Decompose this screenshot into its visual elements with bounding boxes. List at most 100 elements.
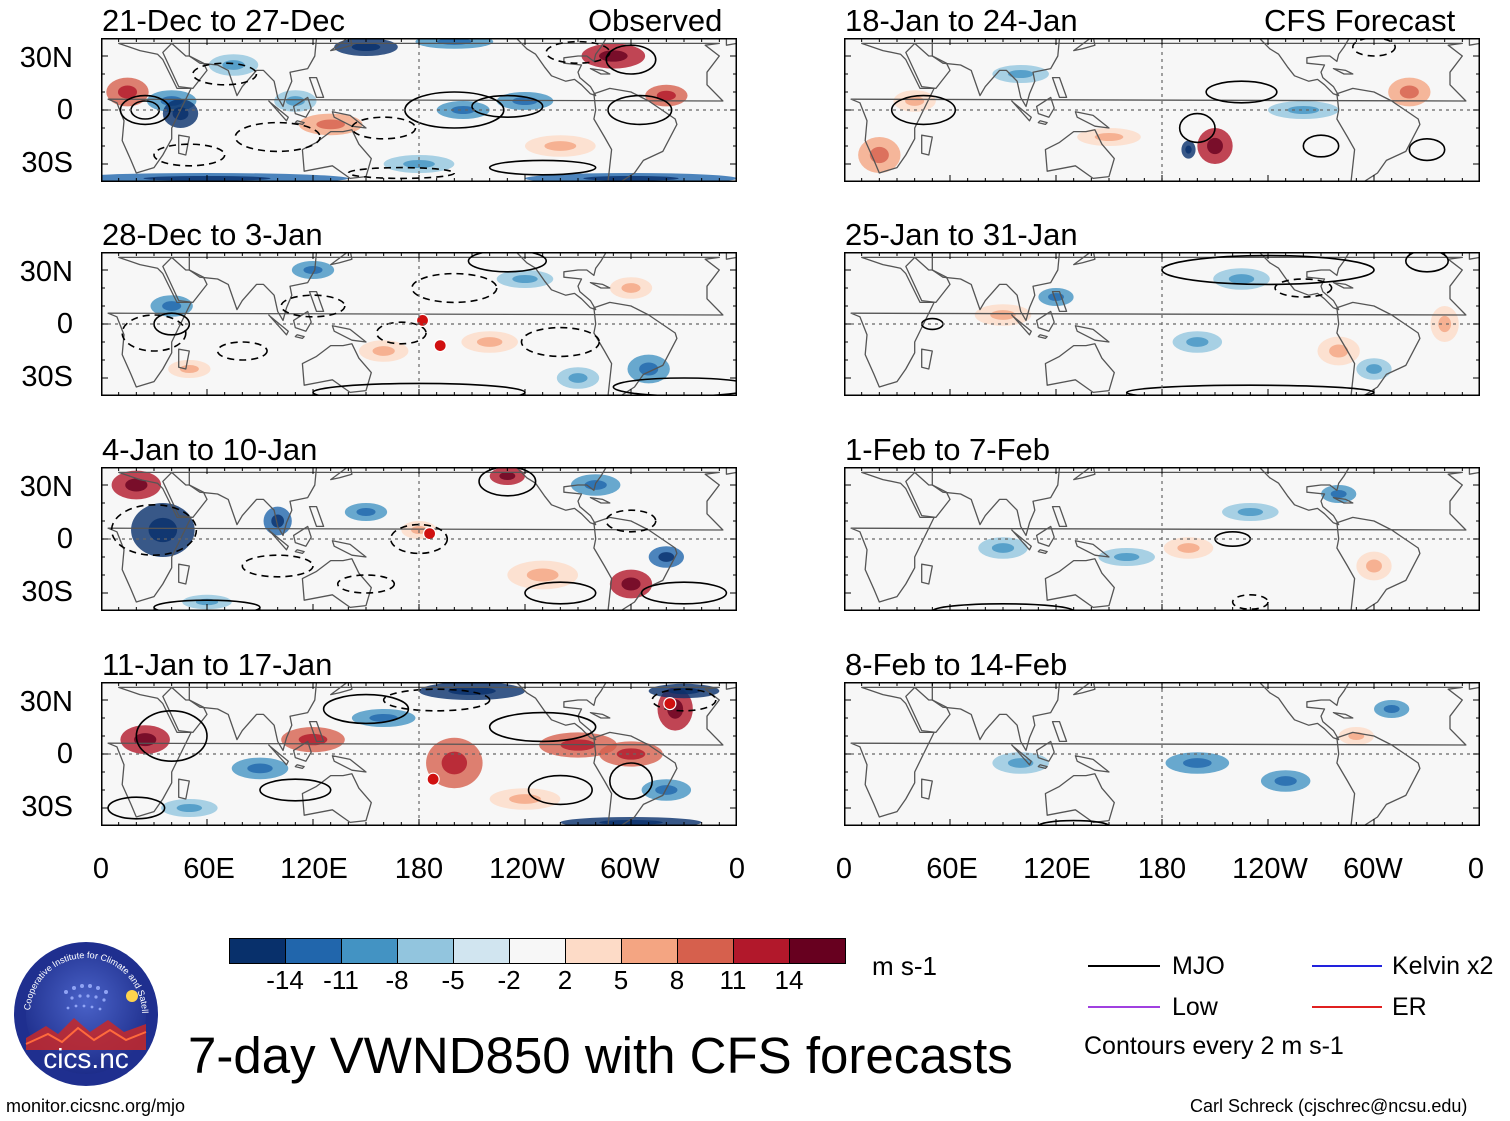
column-label-observed: Observed bbox=[588, 3, 723, 38]
mjo-contour bbox=[607, 94, 673, 126]
cics-logo: Cooperative Institute for Climate and Sa… bbox=[12, 940, 158, 1086]
wind-anomaly-core bbox=[599, 50, 628, 62]
logo-dots bbox=[64, 984, 108, 1011]
coastline bbox=[593, 87, 678, 182]
lon-label: 180 bbox=[394, 853, 444, 885]
coastline bbox=[1258, 38, 1350, 97]
coastline bbox=[850, 471, 1467, 603]
mjo-contour bbox=[322, 693, 410, 725]
coastline bbox=[1258, 682, 1350, 741]
mjo-contour bbox=[651, 688, 717, 712]
coastline bbox=[725, 467, 737, 475]
colorbar-tick-label: 5 bbox=[613, 965, 629, 995]
colorbar-tick-label: 8 bbox=[669, 965, 685, 995]
coastline bbox=[1332, 281, 1354, 289]
coastline bbox=[301, 129, 372, 180]
lat-label: 0 bbox=[56, 738, 73, 770]
colorbar-swatch bbox=[733, 939, 789, 963]
coastline bbox=[1074, 325, 1110, 343]
coastline bbox=[921, 134, 933, 156]
logo-sun bbox=[126, 990, 138, 1002]
wind-anomaly-core bbox=[499, 471, 516, 481]
coastline bbox=[1074, 111, 1110, 129]
wind-anomaly-core bbox=[125, 478, 148, 492]
legend-line-er bbox=[1312, 1006, 1382, 1008]
source-url: monitor.cicsnc.org/mjo bbox=[6, 1096, 186, 1116]
mjo-contour bbox=[153, 143, 226, 167]
coastline bbox=[292, 310, 312, 332]
wind-anomaly-core bbox=[1186, 337, 1209, 347]
colorbar-tick-label: -2 bbox=[497, 965, 521, 995]
mjo-contour bbox=[1352, 38, 1396, 57]
coastline bbox=[1468, 252, 1480, 260]
coastline bbox=[178, 134, 190, 156]
coastline bbox=[1037, 549, 1048, 555]
coastline bbox=[268, 744, 289, 766]
wind-anomaly-core bbox=[1007, 69, 1034, 79]
logo-text: cics.nc bbox=[43, 1043, 129, 1074]
wind-anomaly-core bbox=[616, 748, 646, 760]
wind-anomaly-core bbox=[1287, 105, 1320, 115]
tropical-cyclone-marker bbox=[423, 526, 437, 541]
coastline bbox=[1468, 467, 1480, 475]
wind-anomaly-core bbox=[316, 119, 345, 130]
coastline bbox=[1051, 76, 1068, 99]
wind-anomaly-core bbox=[1366, 559, 1382, 573]
mjo-contour bbox=[1231, 594, 1269, 611]
wind-anomaly-core bbox=[1207, 137, 1223, 155]
coastline bbox=[1011, 744, 1032, 766]
wind-anomaly-core bbox=[441, 751, 468, 775]
coastline bbox=[725, 682, 737, 690]
coastline bbox=[589, 496, 611, 504]
colorbar-swatch bbox=[230, 939, 285, 963]
wind-anomaly-core bbox=[271, 514, 285, 528]
coastline bbox=[1073, 252, 1096, 266]
wind-anomaly-core bbox=[656, 90, 676, 101]
wind-anomaly-core bbox=[639, 362, 659, 376]
mjo-contour bbox=[107, 796, 166, 820]
legend-label-er: ER bbox=[1392, 993, 1427, 1021]
coastline bbox=[107, 42, 724, 174]
colorbar-tick-label: -5 bbox=[441, 965, 465, 995]
coastline bbox=[331, 325, 367, 343]
mjo-contour bbox=[478, 467, 537, 497]
wind-anomaly-core bbox=[1185, 145, 1192, 154]
column-label-forecast: CFS Forecast bbox=[1264, 3, 1456, 38]
coastline bbox=[178, 563, 190, 585]
coastline bbox=[301, 343, 372, 394]
mjo-contour bbox=[110, 503, 198, 557]
map-panel bbox=[101, 38, 737, 182]
coastline bbox=[1037, 120, 1048, 126]
wind-anomaly-core bbox=[568, 373, 588, 383]
lon-label: 60E bbox=[926, 853, 978, 885]
wind-anomaly-core bbox=[621, 283, 641, 293]
map-panel bbox=[844, 682, 1480, 826]
coastline bbox=[921, 778, 933, 800]
coastline bbox=[178, 348, 190, 370]
legend-label-low: Low bbox=[1172, 993, 1218, 1021]
wind-anomaly-core bbox=[668, 687, 700, 695]
coastline bbox=[1336, 731, 1421, 826]
map-panel bbox=[101, 682, 737, 826]
lat-label: 0 bbox=[56, 523, 73, 555]
colorbar-swatch bbox=[565, 939, 621, 963]
legend-label-kelvin: Kelvin x2 bbox=[1392, 952, 1494, 980]
wind-anomaly-core bbox=[1383, 704, 1400, 714]
colorbar-tick-label: -11 bbox=[323, 965, 359, 995]
coastline bbox=[330, 38, 353, 52]
coastline bbox=[515, 38, 607, 97]
coastline bbox=[178, 778, 190, 800]
coastline bbox=[725, 252, 737, 260]
legend-line-mjo bbox=[1088, 965, 1160, 967]
legend-line-low bbox=[1088, 1006, 1160, 1008]
mjo-contour bbox=[382, 688, 491, 712]
lat-label: 30S bbox=[21, 147, 73, 179]
coastline bbox=[308, 720, 325, 743]
wind-anomaly-core bbox=[512, 274, 538, 284]
coastline bbox=[188, 682, 318, 752]
coastline bbox=[1044, 558, 1115, 609]
wind-anomaly-core bbox=[247, 763, 273, 774]
map-panel bbox=[101, 252, 737, 396]
wind-anomaly-core bbox=[1048, 292, 1064, 302]
wind-anomaly-core bbox=[1094, 132, 1124, 142]
